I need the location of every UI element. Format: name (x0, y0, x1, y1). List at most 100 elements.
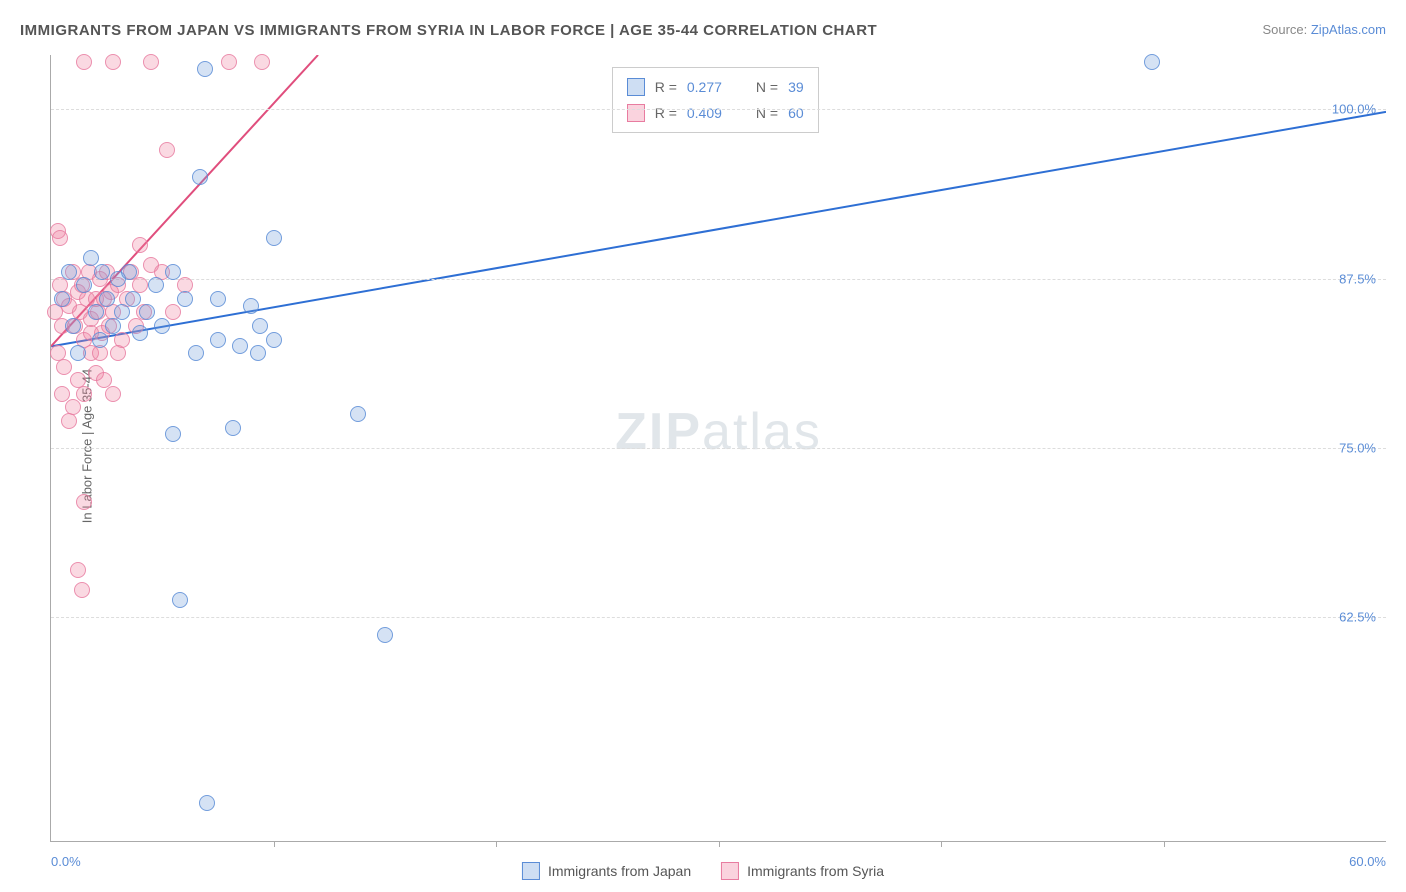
legend-swatch (522, 862, 540, 880)
scatter-point[interactable] (210, 332, 226, 348)
legend-label: Immigrants from Syria (747, 863, 884, 879)
scatter-point[interactable] (76, 54, 92, 70)
n-value: 39 (788, 79, 804, 95)
scatter-point[interactable] (266, 332, 282, 348)
x-minor-tick (274, 841, 275, 847)
legend-item[interactable]: Immigrants from Japan (522, 862, 691, 880)
watermark-rest: atlas (702, 403, 822, 461)
scatter-point[interactable] (350, 406, 366, 422)
legend-swatch (627, 104, 645, 122)
y-tick-label: 62.5% (1339, 610, 1376, 625)
scatter-point[interactable] (132, 325, 148, 341)
scatter-point[interactable] (61, 413, 77, 429)
scatter-point[interactable] (54, 291, 70, 307)
scatter-point[interactable] (232, 338, 248, 354)
scatter-point[interactable] (76, 386, 92, 402)
r-label: R = (655, 105, 677, 121)
scatter-point[interactable] (177, 291, 193, 307)
gridline-horizontal (51, 279, 1386, 280)
scatter-point[interactable] (54, 386, 70, 402)
scatter-point[interactable] (114, 304, 130, 320)
scatter-point[interactable] (165, 426, 181, 442)
legend-item[interactable]: Immigrants from Syria (721, 862, 884, 880)
scatter-point[interactable] (74, 582, 90, 598)
legend-stat-row: R = 0.409 N = 60 (627, 100, 804, 126)
scatter-point[interactable] (65, 318, 81, 334)
scatter-point[interactable] (121, 264, 137, 280)
source-label: Source: (1262, 22, 1310, 37)
scatter-point[interactable] (52, 230, 68, 246)
legend-stat-row: R = 0.277 N = 39 (627, 74, 804, 100)
x-minor-tick (719, 841, 720, 847)
y-tick-label: 87.5% (1339, 271, 1376, 286)
scatter-point[interactable] (92, 332, 108, 348)
scatter-point[interactable] (221, 54, 237, 70)
scatter-point[interactable] (61, 264, 77, 280)
scatter-point[interactable] (94, 264, 110, 280)
scatter-point[interactable] (188, 345, 204, 361)
bottom-legend: Immigrants from Japan Immigrants from Syr… (522, 862, 884, 880)
scatter-point[interactable] (56, 359, 72, 375)
y-tick-label: 100.0% (1332, 102, 1376, 117)
scatter-point[interactable] (197, 61, 213, 77)
scatter-point[interactable] (105, 54, 121, 70)
chart-title: IMMIGRANTS FROM JAPAN VS IMMIGRANTS FROM… (20, 22, 877, 39)
scatter-point[interactable] (192, 169, 208, 185)
scatter-point[interactable] (243, 298, 259, 314)
scatter-point[interactable] (132, 237, 148, 253)
x-minor-tick (496, 841, 497, 847)
scatter-point[interactable] (105, 386, 121, 402)
scatter-point[interactable] (65, 399, 81, 415)
scatter-point[interactable] (76, 494, 92, 510)
scatter-point[interactable] (165, 304, 181, 320)
plot-area: ZIPatlas R = 0.277N = 39R = 0.409N = 60 … (50, 55, 1386, 842)
legend-swatch (721, 862, 739, 880)
scatter-point[interactable] (70, 345, 86, 361)
legend-swatch (627, 78, 645, 96)
r-label: R = (655, 79, 677, 95)
scatter-point[interactable] (165, 264, 181, 280)
scatter-point[interactable] (266, 230, 282, 246)
scatter-point[interactable] (110, 345, 126, 361)
scatter-point[interactable] (225, 420, 241, 436)
x-tick-label: 60.0% (1349, 854, 1386, 869)
scatter-point[interactable] (254, 54, 270, 70)
x-minor-tick (1164, 841, 1165, 847)
scatter-point[interactable] (105, 318, 121, 334)
n-label: N = (756, 79, 778, 95)
scatter-point[interactable] (139, 304, 155, 320)
scatter-point[interactable] (125, 291, 141, 307)
watermark-bold: ZIP (615, 403, 702, 461)
scatter-point[interactable] (70, 562, 86, 578)
y-tick-label: 75.0% (1339, 441, 1376, 456)
scatter-point[interactable] (172, 592, 188, 608)
x-minor-tick (941, 841, 942, 847)
scatter-point[interactable] (1144, 54, 1160, 70)
legend-label: Immigrants from Japan (548, 863, 691, 879)
r-value: 0.409 (687, 105, 722, 121)
legend-stats-box: R = 0.277 N = 39 R = 0.409 N = 60 (612, 67, 819, 133)
scatter-point[interactable] (148, 277, 164, 293)
scatter-point[interactable] (210, 291, 226, 307)
scatter-point[interactable] (76, 277, 92, 293)
scatter-point[interactable] (99, 291, 115, 307)
scatter-point[interactable] (199, 795, 215, 811)
source-value: ZipAtlas.com (1311, 22, 1386, 37)
watermark: ZIPatlas (615, 402, 822, 462)
scatter-point[interactable] (143, 54, 159, 70)
x-tick-label: 0.0% (51, 854, 81, 869)
scatter-point[interactable] (154, 318, 170, 334)
scatter-point[interactable] (159, 142, 175, 158)
scatter-point[interactable] (83, 250, 99, 266)
r-value: 0.277 (687, 79, 722, 95)
gridline-horizontal (51, 617, 1386, 618)
n-label: N = (756, 105, 778, 121)
gridline-horizontal (51, 448, 1386, 449)
scatter-point[interactable] (252, 318, 268, 334)
n-value: 60 (788, 105, 804, 121)
source-attribution[interactable]: Source: ZipAtlas.com (1262, 22, 1386, 37)
scatter-point[interactable] (377, 627, 393, 643)
scatter-point[interactable] (88, 304, 104, 320)
scatter-point[interactable] (250, 345, 266, 361)
correlation-chart: IMMIGRANTS FROM JAPAN VS IMMIGRANTS FROM… (0, 0, 1406, 892)
